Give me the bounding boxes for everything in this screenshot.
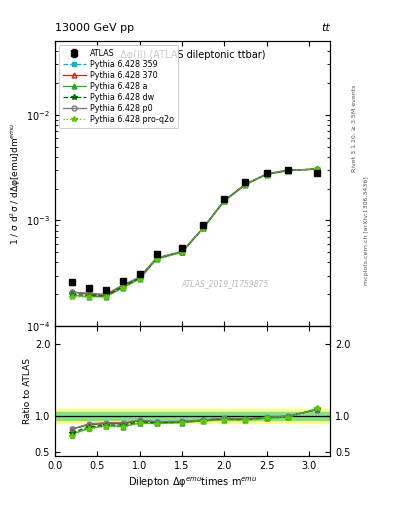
Pythia 6.428 pro-q2o [243, 182, 248, 188]
Pythia 6.428 370 [222, 197, 227, 203]
Pythia 6.428 359 [264, 171, 269, 177]
Pythia 6.428 p0 [180, 248, 184, 254]
Pythia 6.428 pro-q2o [70, 293, 74, 300]
Pythia 6.428 a [120, 285, 125, 291]
Pythia 6.428 359 [201, 225, 206, 231]
Pythia 6.428 dw [120, 284, 125, 290]
Line: Pythia 6.428 359: Pythia 6.428 359 [70, 167, 320, 297]
Text: tt: tt [321, 23, 330, 33]
Y-axis label: Ratio to ATLAS: Ratio to ATLAS [23, 358, 32, 424]
Pythia 6.428 359 [154, 255, 159, 261]
Line: Pythia 6.428 p0: Pythia 6.428 p0 [70, 167, 320, 297]
Pythia 6.428 p0 [120, 282, 125, 288]
Pythia 6.428 dw [243, 181, 248, 187]
Pythia 6.428 pro-q2o [137, 276, 142, 282]
Pythia 6.428 370 [243, 181, 248, 187]
Pythia 6.428 dw [264, 171, 269, 177]
Pythia 6.428 dw [86, 292, 91, 298]
Pythia 6.428 359 [137, 274, 142, 280]
Pythia 6.428 a [154, 256, 159, 262]
Pythia 6.428 370 [103, 292, 108, 298]
Pythia 6.428 370 [120, 283, 125, 289]
Pythia 6.428 370 [285, 167, 290, 173]
Pythia 6.428 359 [70, 289, 74, 295]
Line: Pythia 6.428 dw: Pythia 6.428 dw [69, 166, 320, 299]
Pythia 6.428 a [70, 292, 74, 298]
Pythia 6.428 a [103, 293, 108, 300]
Pythia 6.428 p0 [243, 181, 248, 187]
Pythia 6.428 pro-q2o [222, 199, 227, 205]
Pythia 6.428 dw [154, 255, 159, 262]
Pythia 6.428 p0 [315, 166, 320, 173]
Pythia 6.428 370 [315, 166, 320, 173]
Pythia 6.428 pro-q2o [180, 249, 184, 255]
Text: Rivet 3.1.10, ≥ 3.5M events: Rivet 3.1.10, ≥ 3.5M events [352, 84, 357, 172]
Pythia 6.428 p0 [103, 291, 108, 297]
Pythia 6.428 359 [120, 283, 125, 289]
Pythia 6.428 dw [70, 291, 74, 297]
Pythia 6.428 dw [201, 225, 206, 231]
Y-axis label: 1 / σ d$^2$σ / dΔφ[emu]dm$^{emu}$: 1 / σ d$^2$σ / dΔφ[emu]dm$^{emu}$ [9, 122, 23, 245]
Pythia 6.428 a [86, 293, 91, 300]
Pythia 6.428 dw [137, 275, 142, 281]
Pythia 6.428 a [243, 182, 248, 188]
Pythia 6.428 pro-q2o [201, 225, 206, 231]
Pythia 6.428 pro-q2o [264, 172, 269, 178]
Pythia 6.428 359 [222, 197, 227, 203]
Pythia 6.428 p0 [86, 290, 91, 296]
Pythia 6.428 a [201, 225, 206, 231]
Pythia 6.428 370 [154, 255, 159, 261]
Line: Pythia 6.428 370: Pythia 6.428 370 [70, 167, 320, 298]
Pythia 6.428 359 [180, 248, 184, 254]
Line: Pythia 6.428 a: Pythia 6.428 a [70, 166, 320, 299]
Pythia 6.428 a [222, 198, 227, 204]
Pythia 6.428 a [264, 172, 269, 178]
Pythia 6.428 dw [285, 167, 290, 174]
Pythia 6.428 370 [180, 249, 184, 255]
Pythia 6.428 359 [243, 181, 248, 187]
Pythia 6.428 370 [201, 225, 206, 231]
Pythia 6.428 p0 [285, 167, 290, 173]
X-axis label: Dilepton Δφ$^{emu}$times m$^{emu}$: Dilepton Δφ$^{emu}$times m$^{emu}$ [128, 476, 257, 490]
Pythia 6.428 a [315, 165, 320, 172]
Pythia 6.428 pro-q2o [154, 257, 159, 263]
Pythia 6.428 dw [103, 293, 108, 299]
Pythia 6.428 p0 [222, 197, 227, 203]
Pythia 6.428 p0 [264, 171, 269, 177]
Pythia 6.428 a [180, 249, 184, 255]
Pythia 6.428 359 [86, 291, 91, 297]
Pythia 6.428 dw [222, 198, 227, 204]
Text: ATLAS_2019_I1759875: ATLAS_2019_I1759875 [182, 279, 269, 288]
Pythia 6.428 p0 [154, 255, 159, 261]
Pythia 6.428 pro-q2o [285, 168, 290, 174]
Pythia 6.428 a [285, 168, 290, 174]
Pythia 6.428 dw [180, 249, 184, 255]
Legend: ATLAS, Pythia 6.428 359, Pythia 6.428 370, Pythia 6.428 a, Pythia 6.428 dw, Pyth: ATLAS, Pythia 6.428 359, Pythia 6.428 37… [59, 45, 178, 128]
Pythia 6.428 370 [70, 289, 74, 295]
Text: Δφ(ll) (ATLAS dileptonic ttbar): Δφ(ll) (ATLAS dileptonic ttbar) [120, 50, 265, 59]
Pythia 6.428 pro-q2o [120, 285, 125, 291]
Pythia 6.428 pro-q2o [86, 294, 91, 300]
Line: Pythia 6.428 pro-q2o: Pythia 6.428 pro-q2o [69, 166, 320, 300]
Pythia 6.428 dw [315, 166, 320, 172]
Pythia 6.428 a [137, 276, 142, 282]
Pythia 6.428 359 [103, 292, 108, 298]
Pythia 6.428 p0 [70, 289, 74, 295]
Pythia 6.428 370 [264, 171, 269, 177]
Pythia 6.428 pro-q2o [103, 294, 108, 300]
Text: mcplots.cern.ch [arXiv:1306.3436]: mcplots.cern.ch [arXiv:1306.3436] [364, 176, 369, 285]
Pythia 6.428 359 [315, 166, 320, 173]
Pythia 6.428 370 [86, 291, 91, 297]
Pythia 6.428 370 [137, 274, 142, 280]
Text: 13000 GeV pp: 13000 GeV pp [55, 23, 134, 33]
Pythia 6.428 p0 [137, 274, 142, 280]
Pythia 6.428 pro-q2o [315, 165, 320, 172]
Pythia 6.428 359 [285, 167, 290, 173]
Pythia 6.428 p0 [201, 225, 206, 231]
